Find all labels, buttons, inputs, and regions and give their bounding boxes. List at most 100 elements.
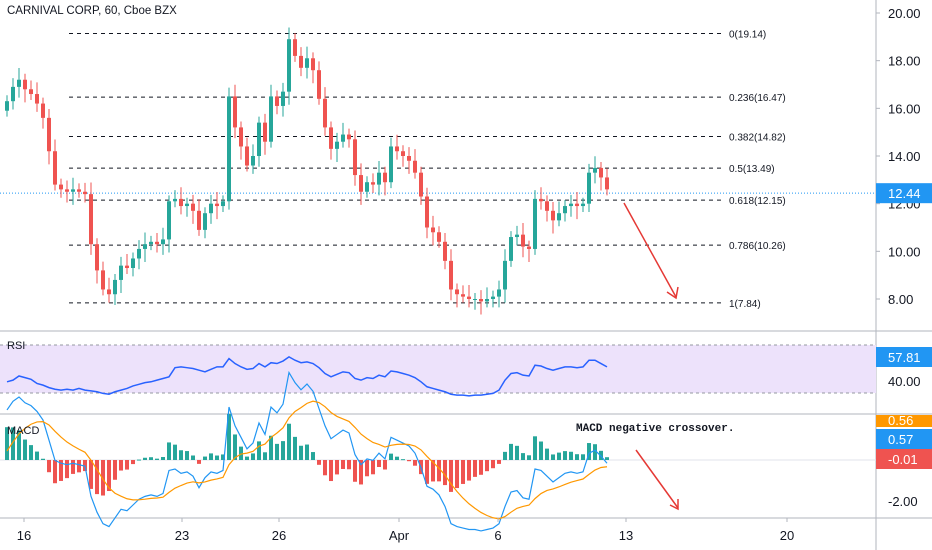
macd-histogram-bar — [305, 444, 309, 460]
candle-body — [515, 234, 519, 238]
macd-histogram-bar — [239, 446, 243, 460]
arrow-line — [623, 202, 677, 298]
macd-histogram-bar — [131, 460, 135, 465]
candle-body — [95, 244, 99, 271]
candle-body — [215, 203, 219, 207]
macd-histogram-bar — [125, 460, 129, 470]
macd-histogram-bar — [479, 460, 483, 475]
candle-body — [575, 203, 579, 207]
candle-body — [221, 201, 225, 207]
macd-histogram-bar — [371, 460, 375, 475]
macd-histogram-bar — [491, 460, 495, 469]
fib-level-label: 0.382(14.82) — [729, 132, 786, 143]
candle-body — [527, 246, 531, 249]
macd-histogram-bar — [47, 460, 51, 473]
macd-histogram-bar — [593, 444, 597, 460]
y-tick-label: 20.00 — [888, 6, 921, 21]
macd-tick-label: -2.00 — [888, 494, 918, 509]
candle-body — [401, 151, 405, 156]
rsi-value-label: 57.81 — [888, 350, 921, 365]
candle-body — [53, 151, 57, 185]
candle-body — [473, 299, 477, 300]
macd-histogram-bar — [545, 448, 549, 460]
macd-histogram-bar — [17, 430, 21, 460]
macd-histogram-bar — [299, 445, 303, 460]
candle-body — [251, 156, 255, 166]
candle-body — [59, 184, 63, 190]
macd-histogram-bar — [221, 454, 225, 460]
x-tick-label: Apr — [389, 528, 410, 543]
candle-body — [233, 96, 237, 128]
fib-level-label: 0.786(10.26) — [729, 241, 786, 252]
candle-body — [71, 189, 75, 192]
macd-histogram-bar — [185, 451, 189, 460]
macd-histogram-bar — [431, 460, 435, 482]
macd-histogram-bar — [263, 452, 267, 460]
candle-body — [383, 172, 387, 183]
candle-body — [431, 227, 435, 233]
candle-body — [23, 79, 27, 90]
candle-body — [365, 182, 369, 192]
candle-body — [371, 182, 375, 185]
macd-histogram-bar — [95, 460, 99, 495]
rsi-tick-label: 40.00 — [888, 374, 921, 389]
fib-level-label: 0.236(16.47) — [729, 93, 786, 104]
macd-value-badge — [876, 429, 932, 449]
candle-body — [143, 244, 147, 249]
last-price-label: 12.44 — [888, 186, 921, 201]
candle-body — [347, 134, 351, 140]
candle-body — [269, 96, 273, 142]
macd-histogram-bar — [209, 453, 213, 460]
macd-histogram-bar — [347, 460, 351, 470]
macd-histogram-bar — [119, 460, 123, 471]
macd-histogram-bar — [53, 460, 57, 484]
macd-histogram-bar — [11, 427, 15, 460]
macd-histogram-bar — [569, 451, 573, 460]
fib-level-label: 0.5(13.49) — [729, 164, 775, 175]
candle-body — [131, 258, 135, 269]
macd-histogram-bar — [323, 460, 327, 476]
candle-body — [41, 103, 45, 118]
macd-histogram-bar — [143, 457, 147, 460]
fib-level-label: 1(7.84) — [729, 299, 761, 310]
macd-arrow-line — [635, 449, 679, 509]
macd-histogram-bar — [461, 460, 465, 484]
candle-body — [395, 146, 399, 152]
candle-body — [509, 237, 513, 261]
candle-body — [65, 189, 69, 192]
macd-histogram-bar — [365, 460, 369, 477]
candle-body — [299, 55, 303, 68]
macd-histogram-bar — [401, 459, 405, 461]
candle-body — [11, 86, 15, 102]
x-tick-label: 20 — [780, 528, 794, 543]
macd-histogram-bar — [407, 460, 411, 462]
macd-histogram-bar — [503, 451, 507, 460]
candle-body — [5, 101, 9, 111]
candle-body — [47, 117, 51, 152]
candle-body — [161, 239, 165, 245]
macd-histogram-bar — [527, 455, 531, 460]
candle-body — [89, 194, 93, 245]
macd-histogram-bar — [257, 441, 261, 460]
macd-histogram-bar — [377, 460, 381, 467]
candle-body — [149, 241, 153, 245]
candle-body — [605, 177, 609, 190]
candle-body — [443, 241, 447, 261]
candle-body — [209, 203, 213, 214]
fib-level-label: 0.618(12.15) — [729, 196, 786, 207]
macd-histogram-bar — [581, 454, 585, 460]
candle-body — [191, 203, 195, 211]
macd-signal-label: 0.56 — [888, 413, 913, 428]
candle-body — [167, 201, 171, 240]
x-tick-label: 13 — [619, 528, 633, 543]
rsi-band — [0, 345, 876, 393]
candle-body — [425, 196, 429, 228]
macd-line — [6, 370, 608, 532]
candle-body — [479, 299, 483, 302]
macd-histogram-bar — [449, 460, 453, 492]
x-tick-label: 6 — [494, 528, 501, 543]
macd-histogram-bar — [335, 460, 339, 475]
rsi-panel-label: RSI — [7, 340, 26, 352]
macd-histogram-bar — [413, 460, 417, 466]
